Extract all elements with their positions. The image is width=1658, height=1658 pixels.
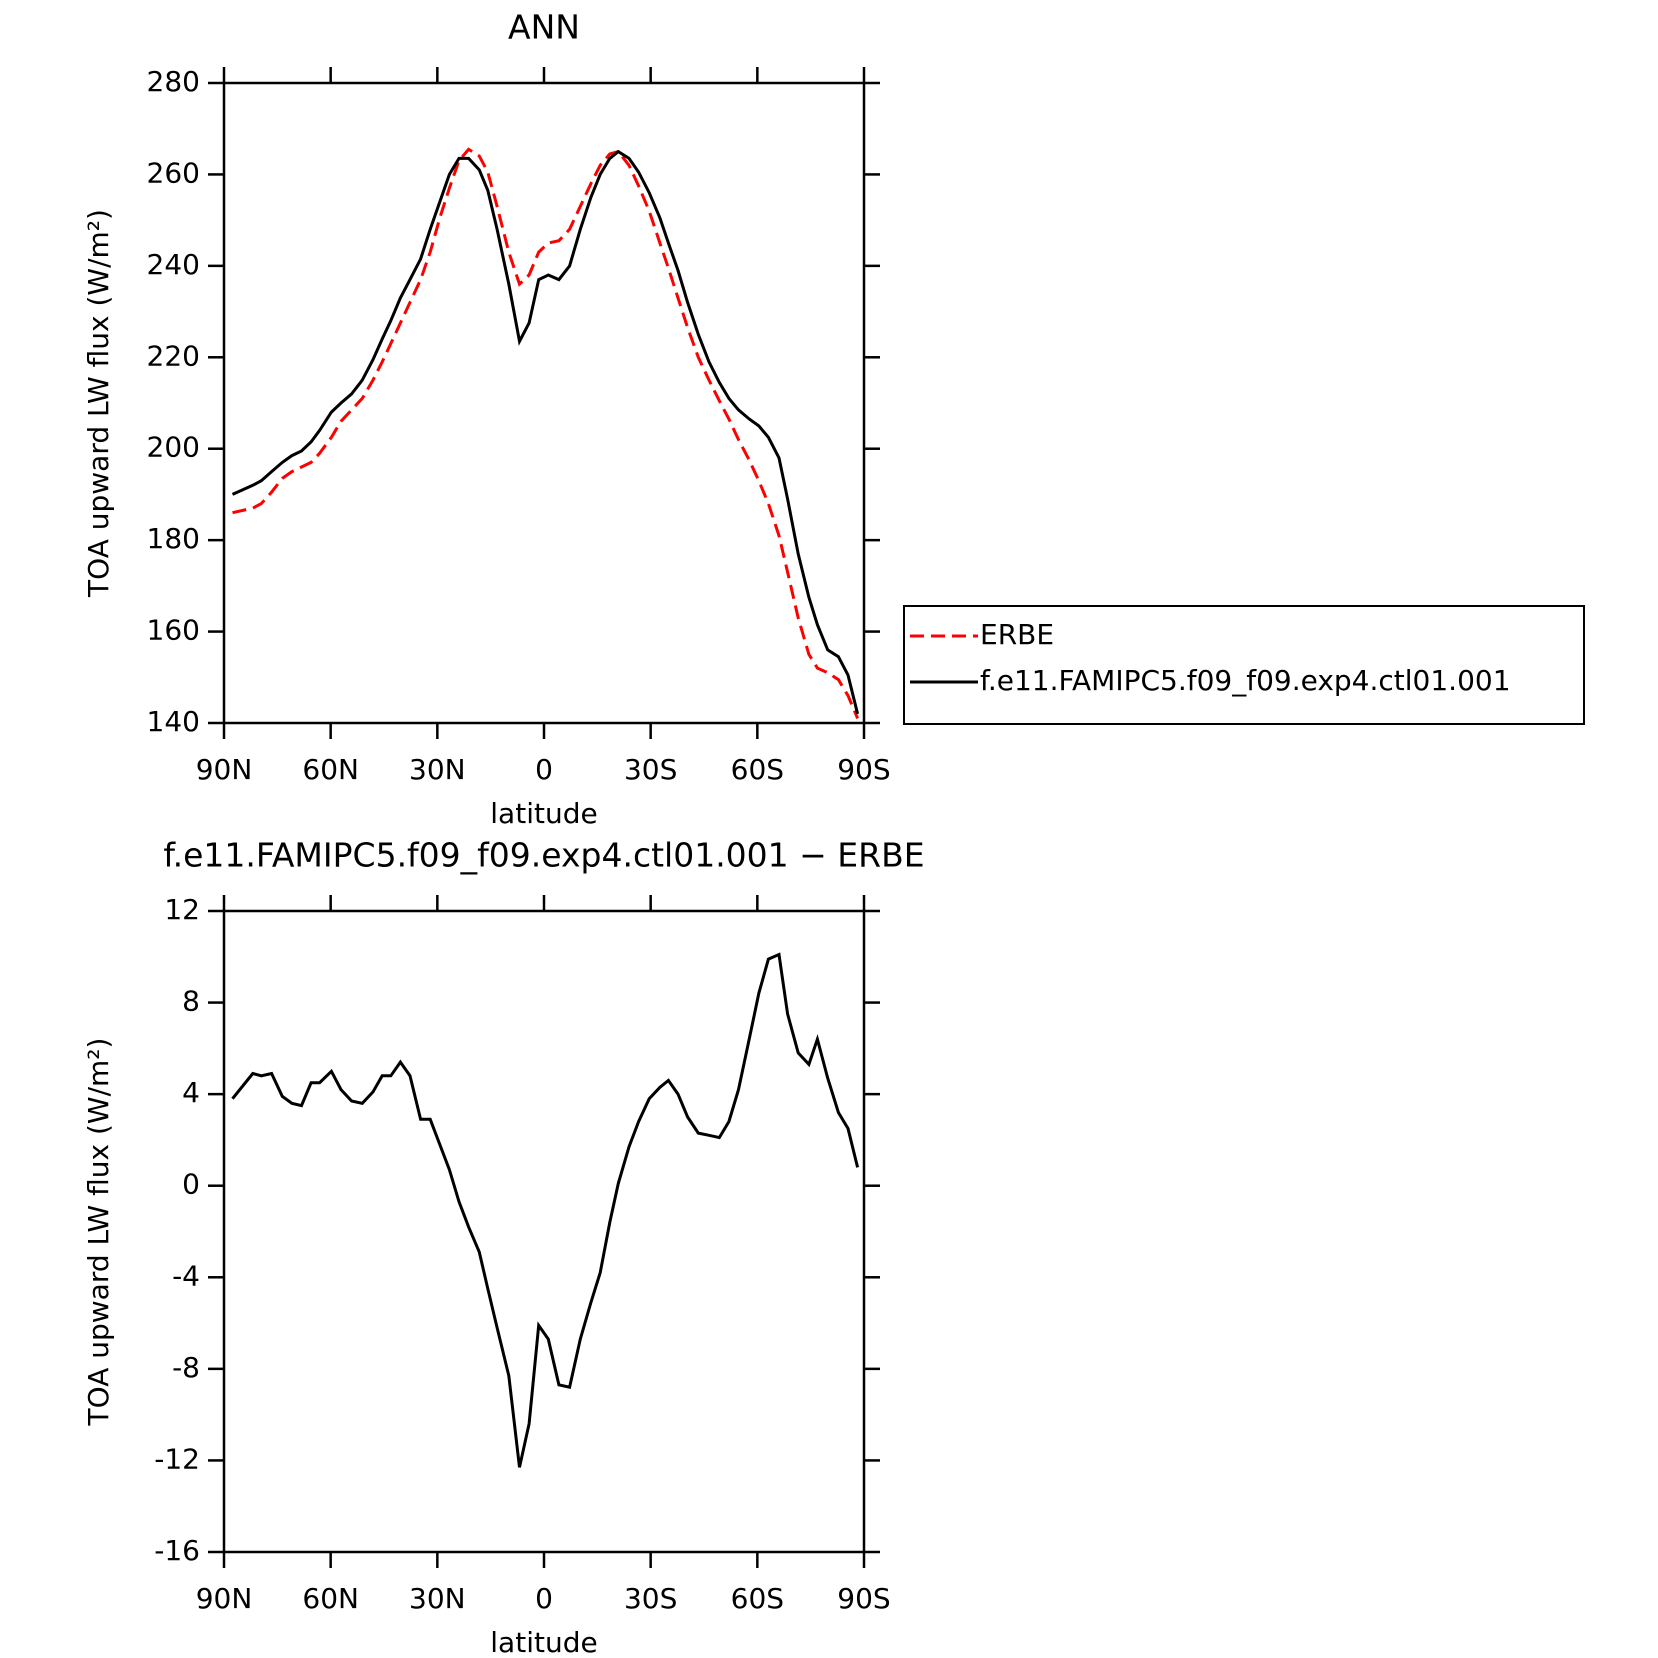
x-tick-label: 90N xyxy=(196,1582,253,1615)
y-axis-label: TOA upward LW flux (W/m²) xyxy=(82,209,115,598)
chart-title: ANN xyxy=(508,8,580,47)
x-tick-label: 60N xyxy=(302,1582,359,1615)
y-tick-label: 160 xyxy=(147,614,200,647)
y-tick-label: -8 xyxy=(172,1351,200,1384)
y-tick-label: 280 xyxy=(147,65,200,98)
y-tick-label: 240 xyxy=(147,248,200,281)
y-tick-label: 200 xyxy=(147,431,200,464)
x-tick-label: 30S xyxy=(624,753,677,786)
y-tick-label: 4 xyxy=(182,1076,200,1109)
legend-label: ERBE xyxy=(980,618,1054,651)
data-line xyxy=(231,149,860,715)
y-tick-label: -12 xyxy=(154,1442,200,1475)
x-tick-label: 90N xyxy=(196,753,253,786)
y-tick-label: 140 xyxy=(147,705,200,738)
x-tick-label: 60S xyxy=(731,753,784,786)
y-tick-label: 260 xyxy=(147,156,200,189)
x-axis-label: latitude xyxy=(490,797,597,830)
y-axis-label: TOA upward LW flux (W/m²) xyxy=(82,1038,115,1427)
y-tick-label: -4 xyxy=(172,1259,200,1292)
plot-frame xyxy=(222,909,866,1554)
x-tick-label: 90S xyxy=(837,1582,890,1615)
data-line xyxy=(232,147,859,719)
x-tick-label: 30N xyxy=(409,753,466,786)
legend-label: f.e11.FAMIPC5.f09_f09.exp4.ctl01.001 xyxy=(980,664,1511,697)
chart-title: f.e11.FAMIPC5.f09_f09.exp4.ctl01.001 − E… xyxy=(163,836,924,875)
y-tick-label: 180 xyxy=(147,522,200,555)
x-tick-label: 30N xyxy=(409,1582,466,1615)
x-tick-label: 90S xyxy=(837,753,890,786)
x-tick-label: 0 xyxy=(535,753,553,786)
legend: ERBE f.e11.FAMIPC5.f09_f09.exp4.ctl01.001 xyxy=(903,605,1585,725)
x-tick-label: 60N xyxy=(302,753,359,786)
y-tick-label: 0 xyxy=(182,1168,200,1201)
y-tick-label: -16 xyxy=(154,1534,200,1567)
x-axis-label: latitude xyxy=(490,1626,597,1658)
data-line xyxy=(231,952,860,1468)
x-tick-label: 0 xyxy=(535,1582,553,1615)
x-tick-label: 60S xyxy=(731,1582,784,1615)
plot-frame xyxy=(222,81,866,725)
y-tick-label: 220 xyxy=(147,339,200,372)
y-tick-label: 12 xyxy=(164,893,200,926)
x-tick-label: 30S xyxy=(624,1582,677,1615)
y-tick-label: 8 xyxy=(182,985,200,1018)
legend-box xyxy=(903,605,1585,725)
